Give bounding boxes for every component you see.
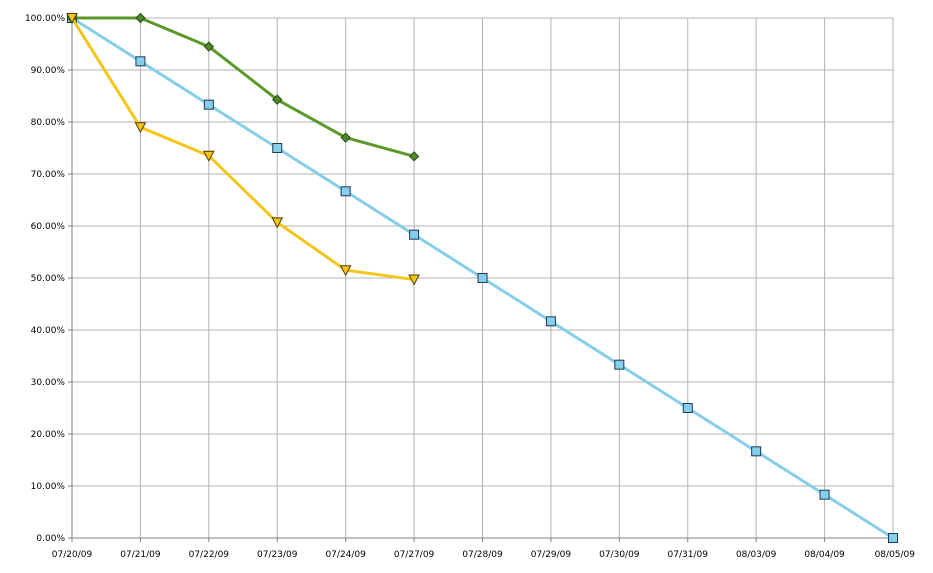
data-point xyxy=(203,150,215,162)
data-point xyxy=(751,446,762,457)
data-point xyxy=(340,186,351,197)
data-point xyxy=(272,143,283,153)
data-point xyxy=(340,132,351,143)
y-tick-label: 100.00% xyxy=(25,14,65,24)
x-tick-label: 07/24/09 xyxy=(325,550,366,560)
data-point xyxy=(408,151,420,162)
x-tick-label: 07/31/09 xyxy=(668,550,709,560)
y-tick-label: 20.00% xyxy=(31,430,66,440)
series-2 xyxy=(66,13,420,286)
y-tick-label: 70.00% xyxy=(31,170,66,180)
x-tick-label: 08/04/09 xyxy=(804,550,845,560)
data-point xyxy=(135,12,146,24)
x-tick-label: 08/05/09 xyxy=(875,550,916,560)
series-layer xyxy=(66,12,898,543)
x-tick-label: 07/29/09 xyxy=(531,550,572,560)
data-point xyxy=(819,489,830,500)
y-tick-label: 50.00% xyxy=(31,274,66,284)
gridlines xyxy=(68,17,894,542)
y-tick-label: 60.00% xyxy=(31,222,66,232)
data-point xyxy=(408,274,420,286)
data-point xyxy=(339,265,352,277)
x-tick-label: 07/21/09 xyxy=(120,550,161,560)
data-point xyxy=(272,94,283,105)
y-tick-label: 80.00% xyxy=(31,118,66,128)
data-point xyxy=(135,56,146,67)
series-line xyxy=(70,17,415,282)
x-tick-label: 07/22/09 xyxy=(189,550,230,560)
x-tick-label: 07/30/09 xyxy=(599,550,640,560)
data-point xyxy=(203,99,214,110)
data-point xyxy=(682,403,693,413)
y-tick-label: 0.00% xyxy=(36,534,65,544)
data-point xyxy=(614,359,625,370)
data-point xyxy=(545,316,556,327)
y-tick-label: 10.00% xyxy=(31,482,66,492)
data-point xyxy=(409,229,420,240)
y-tick-labels: 0.00% 10.00% 20.00% 30.00% 40.00% 50.00% 60.00… xyxy=(25,14,65,544)
data-point xyxy=(134,122,147,134)
data-point xyxy=(477,273,488,283)
x-tick-label: 08/03/09 xyxy=(736,550,777,560)
series-1 xyxy=(66,12,420,162)
axes xyxy=(71,17,894,539)
x-tick-label: 07/27/09 xyxy=(394,550,435,560)
data-point xyxy=(66,13,78,25)
y-tick-label: 90.00% xyxy=(31,66,66,76)
x-tick-labels: 07/20/09 07/21/09 07/22/09 07/23/09 07/24/09… xyxy=(52,550,915,560)
data-point xyxy=(271,217,284,229)
data-point xyxy=(203,41,215,52)
y-tick-label: 30.00% xyxy=(31,378,66,388)
data-point xyxy=(888,533,898,543)
y-tick-label: 40.00% xyxy=(31,326,66,336)
x-tick-label: 07/23/09 xyxy=(257,550,298,560)
series-line xyxy=(72,16,415,158)
x-tick-label: 07/28/09 xyxy=(462,550,503,560)
x-tick-label: 07/20/09 xyxy=(52,550,93,560)
